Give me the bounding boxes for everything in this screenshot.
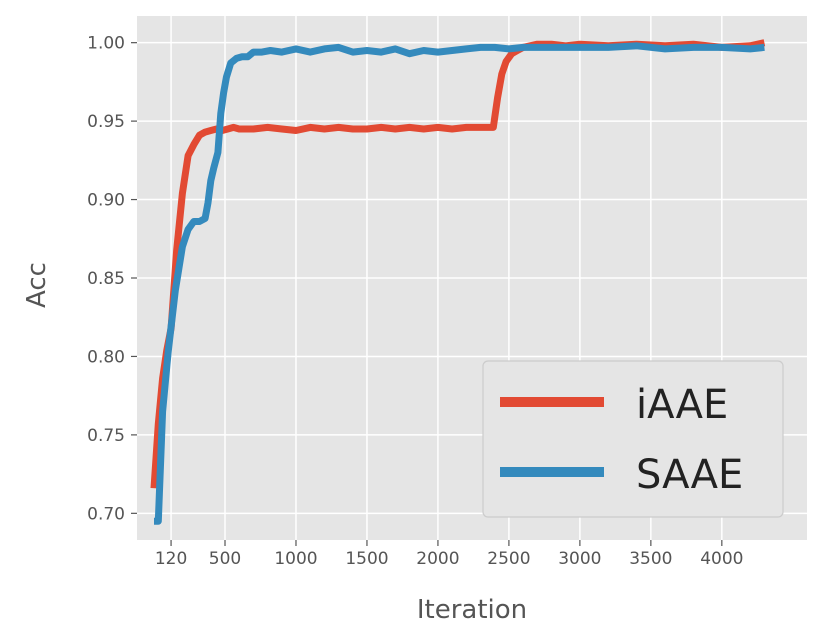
axis-ticks: 120 500 1000 1500 2000 2500 3000 3500 4000 0.70 0.… — [87, 34, 743, 569]
legend-label-iaae: iAAE — [636, 382, 728, 428]
x-tick-label: 2500 — [487, 549, 530, 569]
x-tick-label: 3000 — [558, 549, 601, 569]
x-tick-label: 3500 — [629, 549, 672, 569]
y-tick-label: 0.90 — [87, 191, 125, 211]
y-tick-label: 0.75 — [87, 426, 125, 446]
x-tick-label: 500 — [209, 549, 241, 569]
series-line-saae — [154, 42, 765, 525]
x-axis-title: Iteration — [417, 595, 527, 625]
x-tick-label: 1500 — [345, 549, 388, 569]
series-lines — [150, 39, 766, 525]
legend-label-saae: SAAE — [636, 452, 743, 498]
y-tick-label: 1.00 — [87, 34, 125, 54]
legend: iAAE SAAE — [482, 360, 784, 518]
x-tick-label: 2000 — [416, 549, 459, 569]
y-axis-title: Acc — [22, 262, 52, 308]
y-tick-label: 0.85 — [87, 269, 125, 289]
y-tick-label: 0.95 — [87, 112, 125, 132]
y-tick-label: 0.80 — [87, 347, 125, 367]
y-tick-label: 0.70 — [87, 504, 125, 524]
x-tick-label: 4000 — [700, 549, 743, 569]
x-tick-label: 120 — [155, 549, 187, 569]
x-tick-label: 1000 — [274, 549, 317, 569]
